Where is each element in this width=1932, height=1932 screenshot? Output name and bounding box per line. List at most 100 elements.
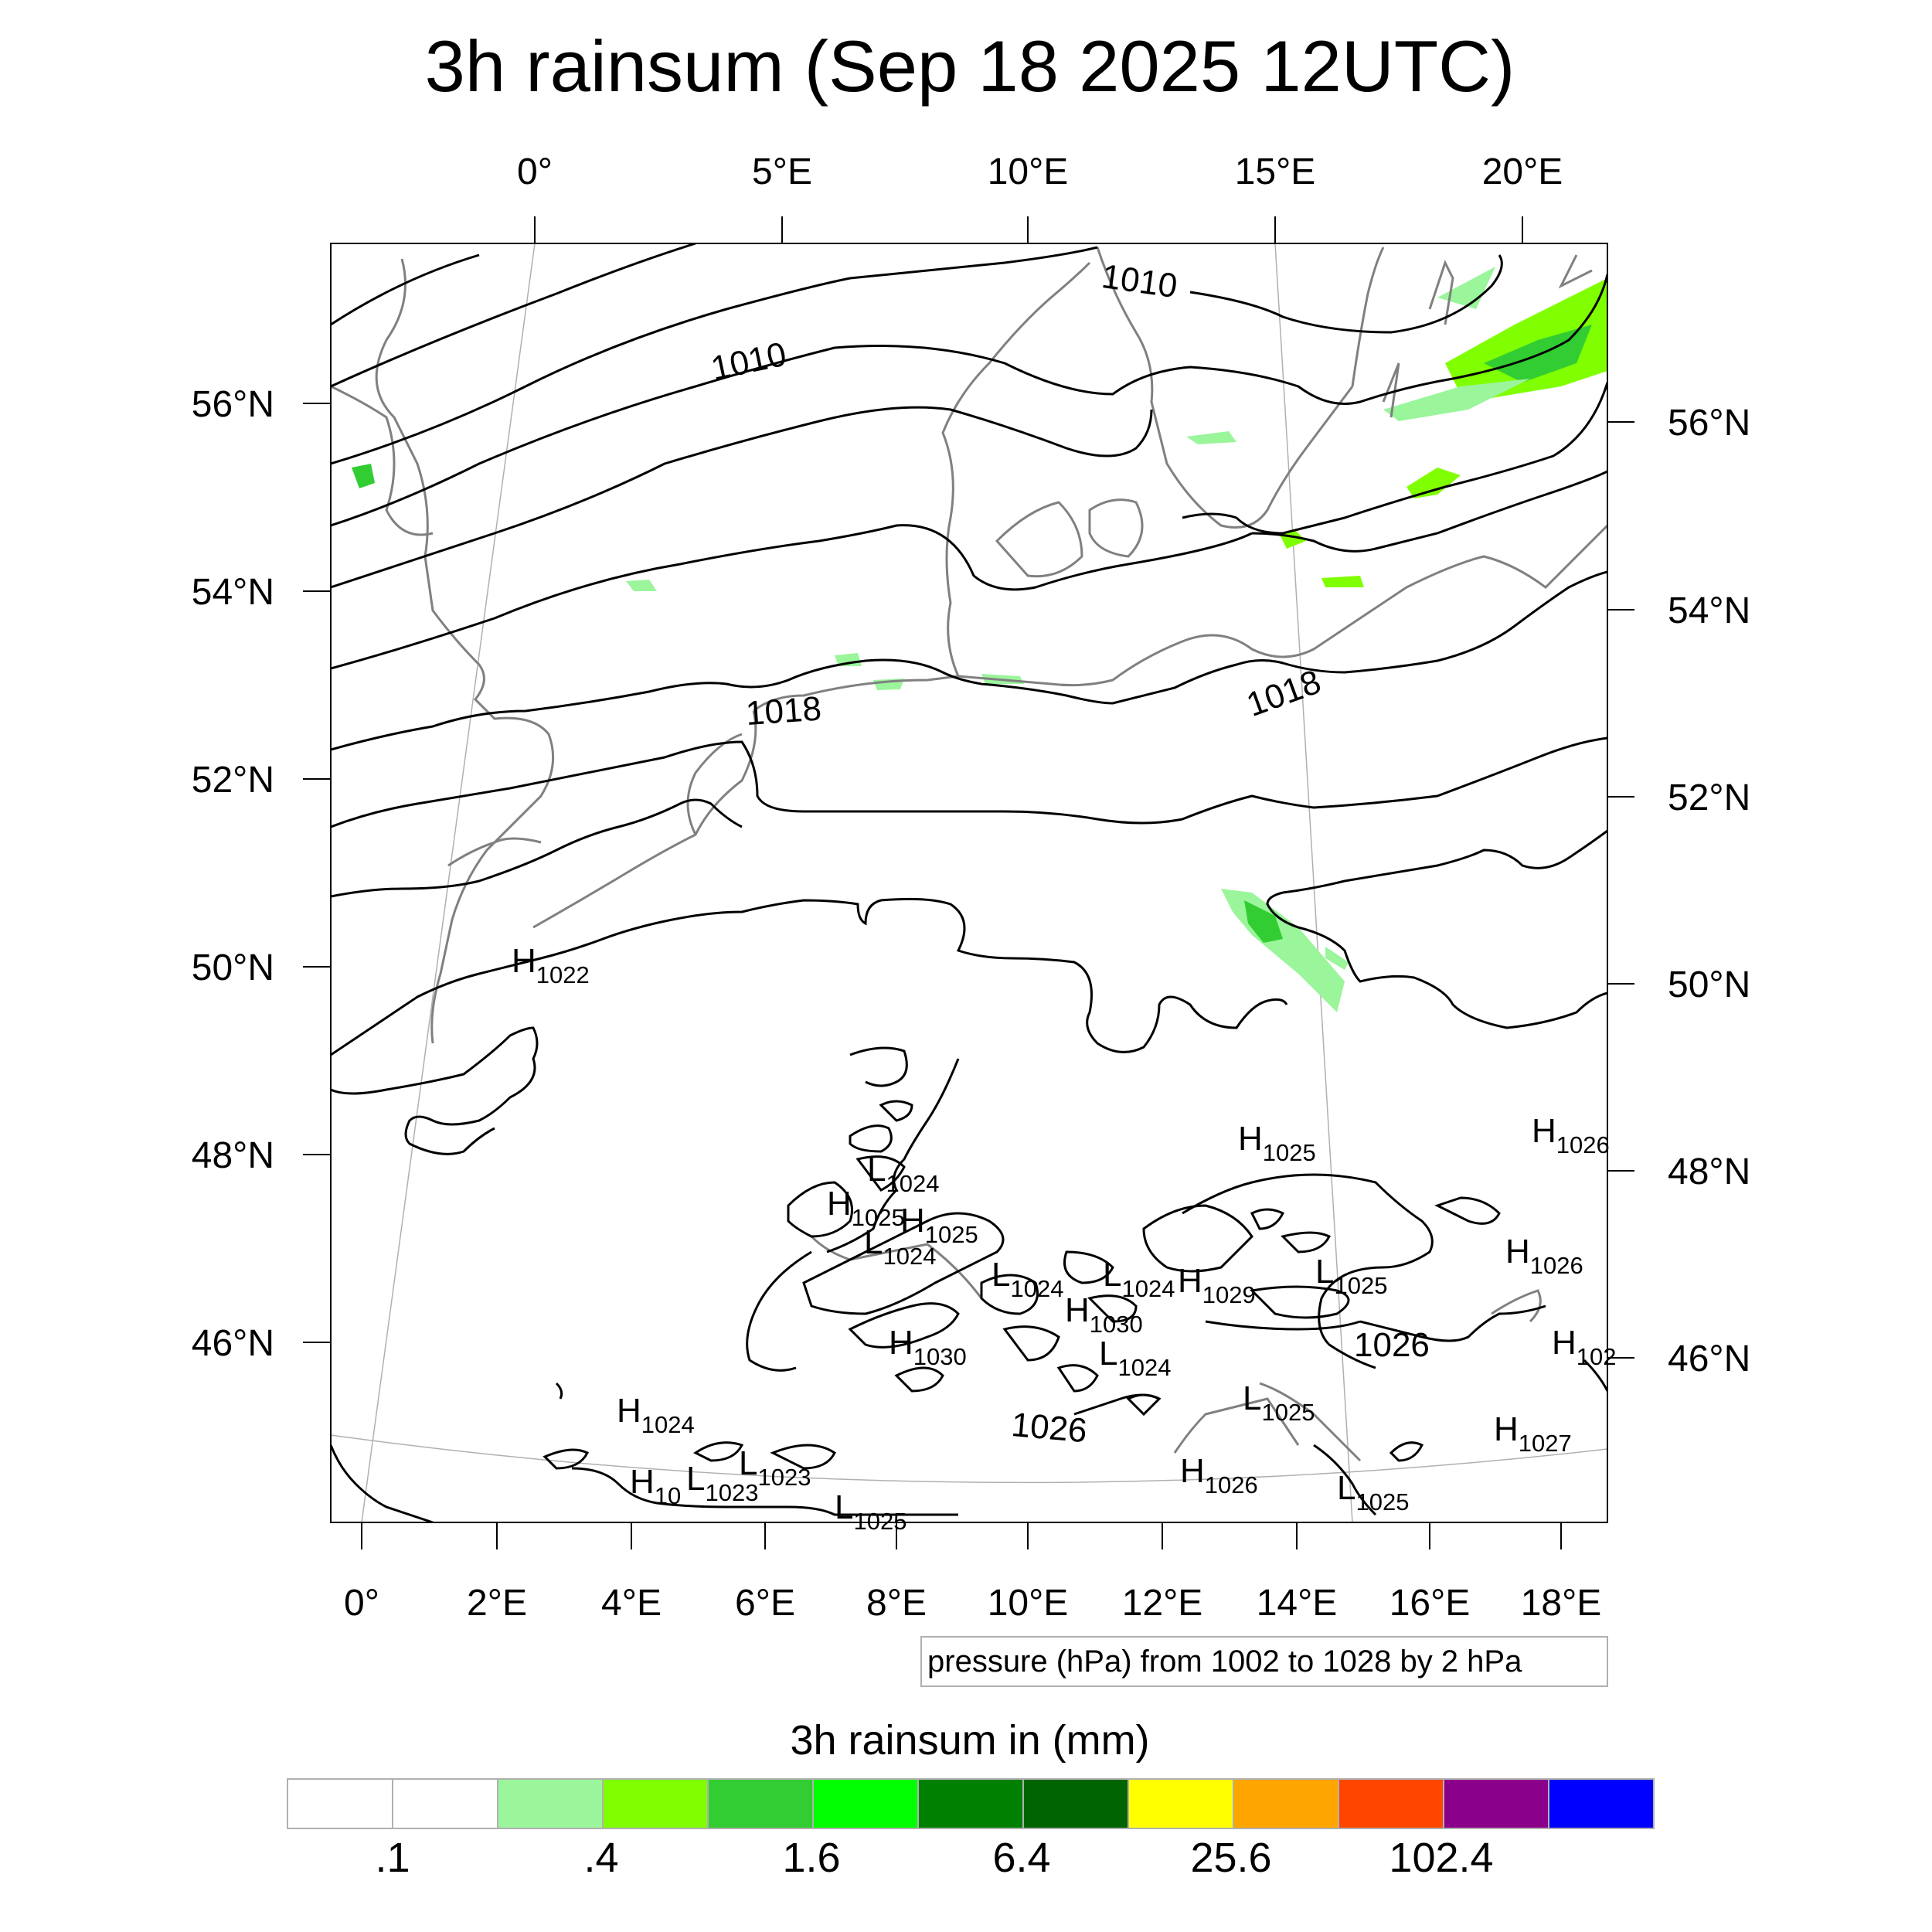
coastlines [331, 247, 1607, 1462]
rain-area [1186, 431, 1236, 444]
rain-area [626, 580, 657, 591]
colorbar-swatch [1233, 1778, 1339, 1829]
pressure-center: H1027 [1494, 1410, 1572, 1457]
left-lat-label: 48°N [192, 1135, 274, 1176]
rain-area [352, 464, 375, 488]
map-title: 3h rainsum (Sep 18 2025 12UTC) [425, 26, 1515, 107]
left-lat-label: 56°N [192, 384, 274, 425]
rain-area [1437, 267, 1495, 309]
contour-label: 1026 [1354, 1326, 1430, 1364]
rain-area [1383, 379, 1530, 421]
rain-area [1244, 900, 1283, 943]
colorbar-swatch [602, 1778, 709, 1829]
bottom-lon-label: 12°E [1122, 1583, 1203, 1624]
bottom-lon-label: 4°E [601, 1583, 662, 1624]
pressure-center: H1022 [512, 942, 590, 988]
colorbar-swatch [1338, 1778, 1444, 1829]
pressure-center: H1025 [900, 1202, 978, 1248]
colorbar-label: 6.4 [992, 1835, 1050, 1881]
right-lat-label: 54°N [1668, 590, 1750, 631]
colorbar [287, 1778, 1655, 1829]
top-lon-label: 5°E [752, 151, 812, 192]
bottom-lon-label: 6°E [735, 1583, 795, 1624]
pressure-center: L1024 [1099, 1335, 1171, 1381]
colorbar-swatch [1443, 1778, 1549, 1829]
pressure-center: L1025 [1243, 1379, 1315, 1426]
contour-info-text: pressure (hPa) from 1002 to 1028 by 2 hP… [927, 1645, 1522, 1679]
top-lon-label: 15°E [1235, 151, 1316, 192]
graticule [331, 243, 1607, 1522]
colorbar-swatch [287, 1778, 393, 1829]
colorbar-label: .4 [583, 1835, 618, 1881]
colorbar-swatch [392, 1778, 498, 1829]
contour-info-box: pressure (hPa) from 1002 to 1028 by 2 hP… [920, 1636, 1608, 1687]
pressure-center: L1023 [686, 1460, 758, 1506]
top-lon-axis [534, 216, 1523, 243]
rain-area [1406, 468, 1461, 498]
bottom-lon-axis [361, 1522, 1562, 1549]
contour-label: 1018 [744, 689, 822, 733]
pressure-center: L1025 [1337, 1469, 1409, 1515]
rain-area [1484, 325, 1592, 383]
colorbar-label: 1.6 [782, 1835, 840, 1881]
bottom-lon-label: 0° [344, 1583, 379, 1624]
colorbar-title: 3h rainsum in (mm) [790, 1717, 1149, 1764]
left-lat-label: 52°N [192, 760, 274, 801]
top-lon-label: 10°E [988, 151, 1069, 192]
map-frame [330, 243, 1608, 1523]
pressure-center: H1025 [1238, 1120, 1316, 1166]
right-lat-label: 52°N [1668, 777, 1750, 818]
pressure-center: H1029 [1178, 1262, 1256, 1308]
colorbar-swatch [917, 1778, 1024, 1829]
right-lat-label: 56°N [1668, 403, 1750, 444]
right-lat-label: 50°N [1668, 964, 1750, 1005]
pressure-center: L1024 [1103, 1256, 1175, 1302]
pressure-center: L1024 [867, 1151, 939, 1197]
left-lat-label: 50°N [192, 947, 274, 988]
pressure-centers: H1022 H1025 H1026 L1024 H1025 H1025 L102… [512, 942, 1617, 1535]
pressure-center: H1026 [1505, 1233, 1583, 1279]
pressure-center: L1024 [864, 1223, 936, 1270]
pressure-center: H1030 [889, 1324, 967, 1370]
pressure-center: H1030 [1065, 1291, 1143, 1338]
bottom-lon-label: 18°E [1521, 1583, 1602, 1624]
colorbar-swatch [707, 1778, 814, 1829]
top-lon-label: 0° [517, 151, 553, 192]
pressure-center: H1026 [1532, 1112, 1610, 1158]
left-lat-axis [303, 403, 331, 1343]
contour-label: 1018 [1242, 662, 1326, 724]
colorbar-swatch [1022, 1778, 1129, 1829]
pressure-center: H1026 [1180, 1452, 1258, 1498]
pressure-center: H10 [630, 1463, 681, 1509]
right-lat-axis [1607, 421, 1634, 1359]
rain-area [1279, 529, 1306, 549]
pressure-center: L1023 [739, 1444, 811, 1491]
colorbar-swatch [1128, 1778, 1234, 1829]
bottom-lon-label: 2°E [467, 1583, 527, 1624]
pressure-center: L1024 [992, 1256, 1063, 1302]
colorbar-label: 102.4 [1389, 1835, 1493, 1881]
isobars [331, 243, 1607, 1522]
rain-area [1445, 278, 1607, 398]
rain-area [1321, 576, 1364, 587]
right-lat-label: 48°N [1668, 1151, 1750, 1192]
bottom-lon-label: 14°E [1257, 1583, 1338, 1624]
colorbar-swatch [497, 1778, 604, 1829]
contour-label: 1010 [708, 335, 790, 388]
pressure-center: L1025 [1315, 1253, 1387, 1299]
pressure-center: H1025 [827, 1185, 905, 1231]
top-lon-label: 20°E [1482, 151, 1563, 192]
left-lat-label: 54°N [192, 572, 274, 613]
bottom-lon-label: 16°E [1389, 1583, 1471, 1624]
rain-field [352, 267, 1607, 1012]
pressure-center: H1024 [617, 1392, 695, 1438]
pressure-center: H102 [1552, 1324, 1617, 1370]
colorbar-swatch [1548, 1778, 1655, 1829]
rain-area [1325, 947, 1349, 970]
colorbar-label: 25.6 [1190, 1835, 1271, 1881]
right-lat-label: 46°N [1668, 1338, 1750, 1379]
bottom-lon-label: 8°E [866, 1583, 927, 1624]
left-lat-label: 46°N [192, 1323, 274, 1364]
colorbar-swatch [812, 1778, 919, 1829]
colorbar-label: .1 [375, 1835, 410, 1881]
